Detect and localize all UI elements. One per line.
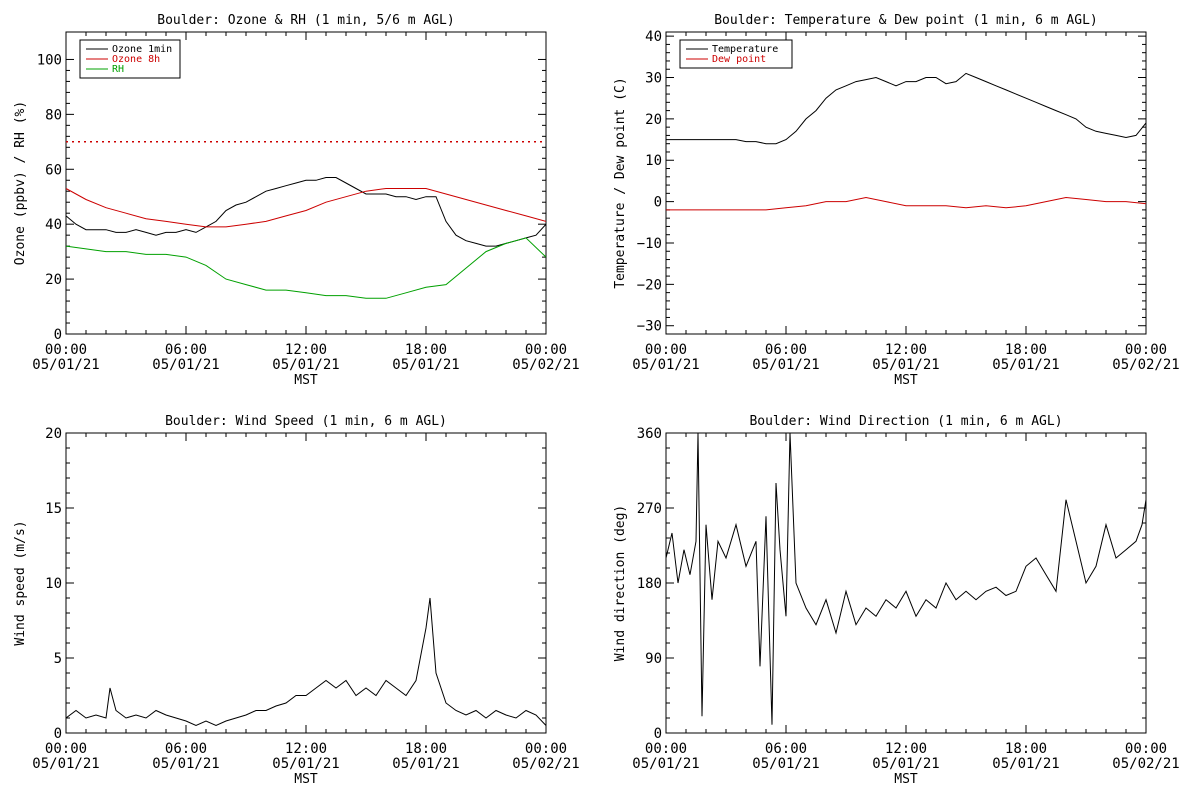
ozone-rh-title: Boulder: Ozone & RH (1 min, 5/6 m AGL) bbox=[157, 13, 454, 28]
y-tick-label: 40 bbox=[645, 29, 662, 45]
x-tick-date-label: 05/01/21 bbox=[992, 357, 1059, 373]
x-tick-date-label: 05/01/21 bbox=[872, 357, 939, 373]
y-tick-label: 0 bbox=[54, 327, 62, 343]
y-tick-label: −10 bbox=[637, 236, 662, 252]
temp-dew-y-axis-label: Temperature / Dew point (C) bbox=[613, 77, 628, 288]
temp-dew-series-dew-point-line bbox=[666, 196, 1146, 211]
legend-entry: Ozone 8h bbox=[112, 54, 160, 65]
x-tick-label: 12:00 bbox=[885, 741, 927, 757]
y-tick-label: −30 bbox=[637, 319, 662, 335]
wind-speed-plot-frame bbox=[65, 432, 547, 734]
temperature-dewpoint-panel: Boulder: Temperature & Dew point (1 min,… bbox=[613, 13, 1180, 388]
x-tick-label: 12:00 bbox=[285, 342, 327, 358]
x-tick-label: 00:00 bbox=[45, 342, 87, 358]
x-tick-label: 00:00 bbox=[1125, 342, 1167, 358]
x-tick-date-label: 05/01/21 bbox=[392, 756, 459, 772]
y-tick-label: 20 bbox=[45, 272, 62, 288]
legend-entry: Dew point bbox=[712, 54, 766, 65]
x-tick-label: 12:00 bbox=[885, 342, 927, 358]
ozone-rh-series-ozone-1min-line bbox=[66, 177, 546, 247]
y-tick-label: 0 bbox=[654, 195, 662, 211]
wind-speed-y-axis-label: Wind speed (m/s) bbox=[13, 520, 28, 645]
wind-speed-x-axis-label: MST bbox=[294, 772, 318, 787]
x-tick-label: 06:00 bbox=[765, 342, 807, 358]
y-tick-label: 10 bbox=[645, 153, 662, 169]
y-tick-label: 15 bbox=[45, 501, 62, 517]
ozone-rh-series-rh-line bbox=[66, 237, 546, 299]
x-tick-label: 12:00 bbox=[285, 741, 327, 757]
x-tick-date-label: 05/02/21 bbox=[1112, 756, 1179, 772]
y-tick-label: 20 bbox=[645, 112, 662, 128]
x-tick-date-label: 05/02/21 bbox=[1112, 357, 1179, 373]
x-tick-label: 18:00 bbox=[1005, 741, 1047, 757]
x-tick-label: 06:00 bbox=[165, 741, 207, 757]
y-tick-label: 10 bbox=[45, 576, 62, 592]
y-tick-label: 80 bbox=[45, 107, 62, 123]
temp-dew-legend bbox=[679, 39, 793, 69]
x-tick-date-label: 05/01/21 bbox=[752, 357, 819, 373]
wind-dir-series-0-line bbox=[666, 433, 1146, 725]
wind-direction-panel: Boulder: Wind Direction (1 min, 6 m AGL)… bbox=[613, 414, 1180, 787]
legend-entry: Temperature bbox=[712, 44, 778, 55]
y-tick-label: 0 bbox=[654, 726, 662, 742]
x-tick-date-label: 05/01/21 bbox=[752, 756, 819, 772]
y-tick-label: −20 bbox=[637, 277, 662, 293]
temp-dew-title: Boulder: Temperature & Dew point (1 min,… bbox=[714, 13, 1098, 28]
ozone-rh-x-axis-label: MST bbox=[294, 373, 318, 388]
x-tick-label: 00:00 bbox=[1125, 741, 1167, 757]
x-tick-date-label: 05/01/21 bbox=[392, 357, 459, 373]
wind-speed-series-0-line bbox=[66, 597, 546, 727]
x-tick-date-label: 05/01/21 bbox=[632, 357, 699, 373]
x-tick-label: 00:00 bbox=[645, 342, 687, 358]
y-tick-label: 100 bbox=[37, 52, 62, 68]
y-tick-label: 0 bbox=[54, 726, 62, 742]
x-tick-label: 06:00 bbox=[165, 342, 207, 358]
y-tick-label: 20 bbox=[45, 426, 62, 442]
x-tick-label: 18:00 bbox=[405, 342, 447, 358]
x-tick-label: 00:00 bbox=[525, 741, 567, 757]
ozone-rh-panel: Boulder: Ozone & RH (1 min, 5/6 m AGL)00… bbox=[13, 13, 580, 388]
ozone-rh-y-axis-label: Ozone (ppbv) / RH (%) bbox=[13, 101, 28, 265]
x-tick-label: 18:00 bbox=[1005, 342, 1047, 358]
x-tick-label: 18:00 bbox=[405, 741, 447, 757]
wind-dir-x-axis-label: MST bbox=[894, 772, 918, 787]
y-tick-label: 40 bbox=[45, 217, 62, 233]
x-tick-date-label: 05/01/21 bbox=[992, 756, 1059, 772]
y-tick-label: 360 bbox=[637, 426, 662, 442]
wind-dir-y-axis-label: Wind direction (deg) bbox=[613, 505, 628, 662]
x-tick-date-label: 05/01/21 bbox=[152, 756, 219, 772]
legend-entry: RH bbox=[112, 64, 124, 75]
x-tick-date-label: 05/01/21 bbox=[272, 756, 339, 772]
x-tick-label: 00:00 bbox=[525, 342, 567, 358]
y-tick-label: 5 bbox=[54, 651, 62, 667]
temp-dew-x-axis-label: MST bbox=[894, 373, 918, 388]
x-tick-label: 00:00 bbox=[45, 741, 87, 757]
temp-dew-series-temperature-line bbox=[666, 72, 1146, 145]
wind-dir-plot-frame bbox=[665, 432, 1147, 734]
y-tick-label: 30 bbox=[645, 71, 662, 87]
x-tick-date-label: 05/02/21 bbox=[512, 357, 579, 373]
x-tick-date-label: 05/01/21 bbox=[152, 357, 219, 373]
x-tick-date-label: 05/01/21 bbox=[272, 357, 339, 373]
y-tick-label: 270 bbox=[637, 501, 662, 517]
wind-speed-panel: Boulder: Wind Speed (1 min, 6 m AGL) 00:0… bbox=[13, 414, 580, 787]
x-tick-date-label: 05/01/21 bbox=[632, 756, 699, 772]
x-tick-date-label: 05/01/21 bbox=[32, 357, 99, 373]
x-tick-label: 00:00 bbox=[645, 741, 687, 757]
y-tick-label: 60 bbox=[45, 162, 62, 178]
y-tick-label: 180 bbox=[637, 576, 662, 592]
legend-entry: Ozone 1min bbox=[112, 44, 172, 55]
temp-dew-plot-frame bbox=[665, 31, 1147, 335]
x-tick-date-label: 05/02/21 bbox=[512, 756, 579, 772]
x-tick-date-label: 05/01/21 bbox=[32, 756, 99, 772]
x-tick-date-label: 05/01/21 bbox=[872, 756, 939, 772]
ozone-rh-series-ozone-8h-line bbox=[66, 188, 546, 228]
y-tick-label: 90 bbox=[645, 651, 662, 667]
x-tick-label: 06:00 bbox=[765, 741, 807, 757]
wind-speed-title: Boulder: Wind Speed (1 min, 6 m AGL) bbox=[165, 414, 447, 429]
wind-dir-title: Boulder: Wind Direction (1 min, 6 m AGL) bbox=[749, 414, 1062, 429]
